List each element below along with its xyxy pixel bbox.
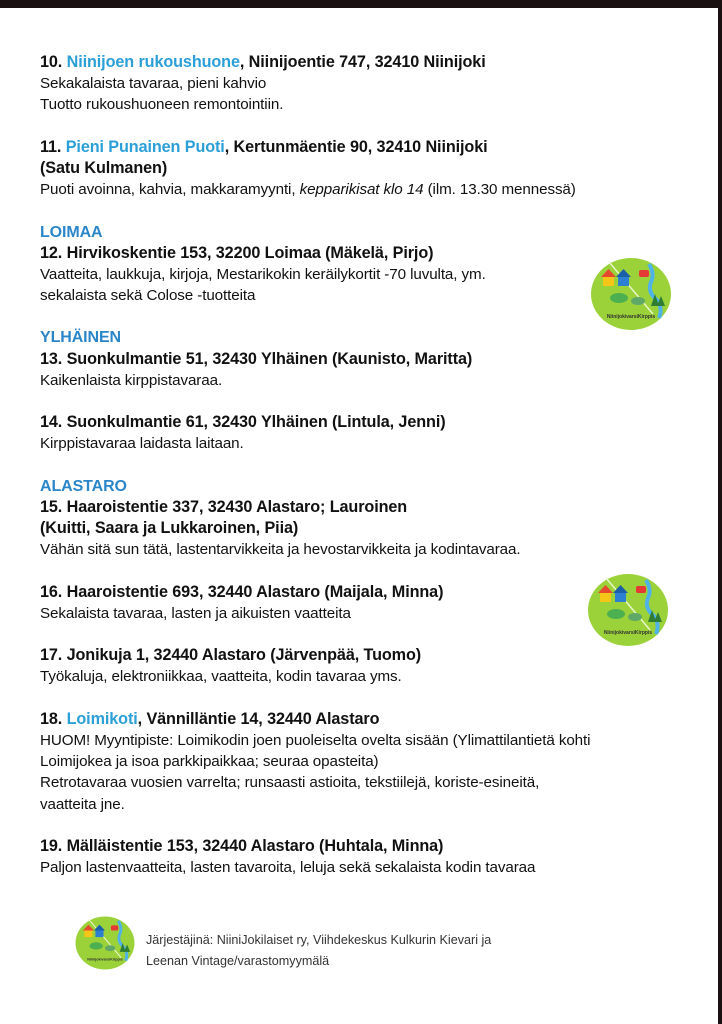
entry-address: Mälläistentie 153, 32440 Alastaro (Huhta…	[62, 836, 444, 855]
spacer	[40, 688, 700, 709]
footer-line: Leenan Vintage/varastomyymälä	[146, 954, 330, 968]
entry-heading: 15. Haaroistentie 337, 32430 Alastaro; L…	[40, 497, 700, 518]
entry-description: Tuotto rukoushuoneen remontointiin.	[40, 96, 284, 114]
market-entry: 15. Haaroistentie 337, 32430 Alastaro; L…	[40, 497, 700, 561]
entry-number: 15.	[40, 497, 63, 516]
entry-heading: 11. Pieni Punainen Puoti, Kertunmäentie …	[40, 137, 700, 158]
entry-description: Kaikenlaista kirppistavaraa.	[40, 371, 223, 389]
entry-description: Vähän sitä sun tätä, lastentarvikkeita j…	[40, 541, 521, 559]
market-entry: 13. Suonkulmantie 51, 32430 Ylhäinen (Ka…	[40, 349, 700, 391]
market-entry: 17. Jonikuja 1, 32440 Alastaro (Järvenpä…	[40, 645, 700, 687]
entry-description: Vaatteita, laukkuja, kirjoja, Mestarikok…	[40, 265, 486, 283]
section-heading: ALASTARO	[40, 477, 127, 495]
entry-number: 17.	[40, 646, 63, 665]
market-entry: 11. Pieni Punainen Puoti, Kertunmäentie …	[40, 137, 700, 201]
entry-heading: 14. Suonkulmantie 61, 32430 Ylhäinen (Li…	[40, 412, 700, 433]
entry-number: 16.	[40, 582, 63, 601]
footer-line: Järjestäjinä: NiiniJokilaiset ry, Viihde…	[146, 933, 492, 947]
entry-description: Sekakalaista tavaraa, pieni kahvio	[40, 75, 267, 93]
entry-number: 14.	[40, 413, 63, 432]
entry-address: Jonikuja 1, 32440 Alastaro (Järvenpää, T…	[62, 646, 422, 665]
entry-address: , Kertunmäentie 90, 32410 Niinijoki	[224, 137, 488, 156]
venue-name: Niinijoen rukoushuone	[66, 53, 240, 71]
market-entry: 10. Niinijoen rukoushuone, Niinijoentie …	[40, 52, 700, 116]
svg-text:NiinijokivarsiKirppis: NiinijokivarsiKirppis	[607, 314, 656, 320]
entry-number: 19.	[40, 836, 63, 855]
description-text: Puoti avoinna, kahvia, makkaramyynti,	[40, 181, 300, 199]
market-entry: 16. Haaroistentie 693, 32440 Alastaro (M…	[40, 582, 700, 624]
entry-description: HUOM! Myyntipiste: Loimikodin joen puole…	[40, 732, 591, 749]
flea-market-logo-icon: NiinijokivarsiKirppis	[591, 258, 671, 330]
entry-description: Kirppistavaraa laidasta laitaan.	[40, 435, 244, 453]
spacer	[40, 116, 700, 137]
section-heading: LOIMAA	[40, 223, 103, 241]
entry-address: Haaroistentie 337, 32430 Alastaro; Lauro…	[62, 497, 408, 516]
entry-description: Sekalaista tavaraa, lasten ja aikuisten …	[40, 604, 351, 622]
entry-heading: 16. Haaroistentie 693, 32440 Alastaro (M…	[40, 582, 700, 603]
description-highlight: kepparikisat klo 14	[299, 181, 424, 199]
entry-description: Paljon lastenvaatteita, lasten tavaroita…	[40, 859, 536, 877]
entry-number: 13.	[40, 349, 63, 368]
market-entry: 18. Loimikoti, Vännilläntie 14, 32440 Al…	[40, 709, 700, 815]
entry-description: Puoti avoinna, kahvia, makkaramyynti, ke…	[40, 179, 700, 200]
entry-description: vaatteita jne.	[40, 795, 125, 813]
entry-description: Työkaluja, elektroniikkaa, vaatteita, ko…	[40, 668, 402, 686]
entry-number: 18.	[40, 709, 63, 728]
entry-heading: 19. Mälläistentie 153, 32440 Alastaro (H…	[40, 836, 700, 857]
flea-market-logo-icon	[586, 572, 670, 648]
document-page: 10. Niinijoen rukoushuone, Niinijoentie …	[0, 8, 718, 1024]
entry-description: Loimijokea ja isoa parkkipaikkaa; seuraa…	[40, 753, 379, 771]
market-entry: 19. Mälläistentie 153, 32440 Alastaro (H…	[40, 836, 700, 878]
market-entry: 14. Suonkulmantie 61, 32430 Ylhäinen (Li…	[40, 412, 700, 454]
entry-description: sekalaista sekä Colose -tuotteita	[40, 287, 256, 305]
entry-number: 10.	[40, 53, 63, 71]
organizers-footer: Järjestäjinä: NiiniJokilaiset ry, Viihde…	[146, 930, 491, 972]
entry-heading-cont: (Satu Kulmanen)	[40, 158, 168, 177]
spacer	[40, 200, 700, 221]
venue-name: Loimikoti	[66, 709, 138, 728]
entry-heading: 13. Suonkulmantie 51, 32430 Ylhäinen (Ka…	[40, 349, 700, 370]
entry-address: , Niinijoentie 747, 32410 Niinijoki	[239, 53, 486, 71]
spacer	[40, 391, 700, 412]
spacer	[40, 455, 700, 476]
entry-number: 11.	[40, 137, 62, 156]
entry-address: Hirvikoskentie 153, 32200 Loimaa (Mäkelä…	[62, 243, 434, 262]
entry-address: , Vännilläntie 14, 32440 Alastaro	[137, 709, 380, 728]
entry-heading-cont: (Kuitti, Saara ja Lukkaroinen, Piia)	[40, 519, 299, 538]
entry-heading: 17. Jonikuja 1, 32440 Alastaro (Järvenpä…	[40, 645, 700, 666]
market-entry: 12. Hirvikoskentie 153, 32200 Loimaa (Mä…	[40, 243, 700, 307]
entry-heading: 10. Niinijoen rukoushuone, Niinijoentie …	[40, 52, 700, 73]
section-heading: YLHÄINEN	[40, 329, 121, 347]
venue-name: Pieni Punainen Puoti	[65, 137, 225, 156]
entry-address: Haaroistentie 693, 32440 Alastaro (Maija…	[62, 582, 444, 601]
description-text: (ilm. 13.30 mennessä)	[423, 181, 576, 199]
entry-heading: 18. Loimikoti, Vännilläntie 14, 32440 Al…	[40, 709, 700, 730]
entry-heading: 12. Hirvikoskentie 153, 32200 Loimaa (Mä…	[40, 243, 700, 264]
flea-market-list: 10. Niinijoen rukoushuone, Niinijoentie …	[40, 52, 700, 878]
entry-description: Retrotavaraa vuosien varrelta; runsaasti…	[40, 774, 540, 792]
spacer	[40, 815, 700, 836]
entry-number: 12.	[40, 243, 63, 262]
entry-address: Suonkulmantie 61, 32430 Ylhäinen (Lintul…	[62, 413, 446, 432]
entry-address: Suonkulmantie 51, 32430 Ylhäinen (Kaunis…	[62, 349, 473, 368]
flea-market-logo-icon	[74, 915, 136, 971]
